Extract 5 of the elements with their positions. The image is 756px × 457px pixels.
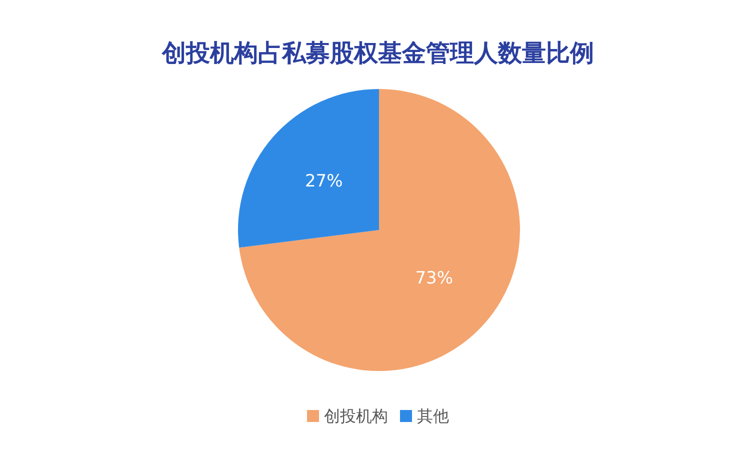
data-label: 27%	[304, 171, 343, 192]
legend-label: 其他	[417, 406, 449, 426]
chart-title: 创投机构占私募股权基金管理人数量比例	[161, 39, 594, 67]
data-label: 73%	[415, 268, 454, 289]
legend-label: 创投机构	[324, 406, 388, 426]
